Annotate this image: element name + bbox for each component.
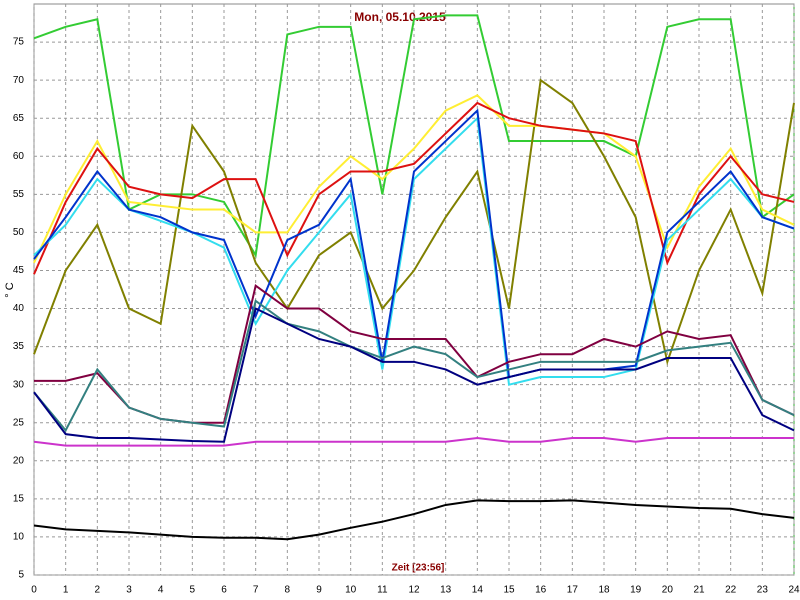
y-tick-label: 75 [13, 37, 25, 48]
x-tick-label: 8 [285, 585, 291, 596]
y-tick-label: 45 [13, 265, 25, 276]
x-axis-label: Zeit [23:56] [392, 563, 445, 574]
x-tick-label: 19 [630, 585, 642, 596]
x-tick-label: 1 [63, 585, 69, 596]
y-tick-label: 60 [13, 151, 25, 162]
x-tick-label: 4 [158, 585, 164, 596]
x-tick-label: 16 [535, 585, 547, 596]
series-line [33, 299, 795, 433]
y-tick-label: 15 [13, 494, 25, 505]
x-tick-label: 9 [316, 585, 322, 596]
series-line [33, 436, 794, 447]
y-axis-label: ° C [4, 282, 16, 297]
series-line [33, 307, 795, 443]
x-tick-label: 7 [253, 585, 259, 596]
x-tick-label: 14 [472, 585, 484, 596]
y-tick-label: 70 [13, 75, 25, 86]
x-tick-label: 5 [190, 585, 196, 596]
series-line [33, 499, 795, 541]
series-line [33, 116, 795, 386]
x-tick-label: 11 [377, 585, 388, 596]
x-tick-label: 17 [567, 585, 579, 596]
x-tick-label: 21 [693, 585, 705, 596]
x-tick-label: 20 [662, 585, 674, 596]
y-tick-label: 35 [13, 341, 25, 352]
series-line [33, 94, 795, 264]
series-line [33, 78, 795, 366]
y-tick-label: 65 [13, 113, 25, 124]
x-tick-label: 24 [788, 585, 800, 596]
x-tick-label: 12 [408, 585, 420, 596]
x-tick-label: 22 [725, 585, 737, 596]
y-tick-label: 55 [13, 189, 25, 200]
x-tick-label: 15 [503, 585, 515, 596]
x-tick-label: 23 [757, 585, 769, 596]
y-tick-label: 30 [13, 379, 25, 390]
x-tick-label: 2 [95, 585, 101, 596]
x-tick-label: 10 [345, 585, 357, 596]
chart-title: Mon, 05.10.2015 [354, 10, 446, 24]
y-tick-label: 40 [13, 303, 25, 314]
y-tick-label: 20 [13, 455, 25, 466]
x-tick-label: 13 [440, 585, 452, 596]
y-tick-label: 5 [18, 570, 24, 581]
y-tick-label: 50 [13, 227, 25, 238]
x-tick-label: 3 [126, 585, 132, 596]
y-tick-label: 10 [13, 532, 25, 543]
y-tick-label: 25 [13, 417, 25, 428]
x-tick-label: 18 [598, 585, 610, 596]
series-line [33, 101, 795, 275]
x-tick-label: 6 [221, 585, 227, 596]
x-tick-label: 0 [31, 585, 37, 596]
series-line [33, 108, 795, 379]
